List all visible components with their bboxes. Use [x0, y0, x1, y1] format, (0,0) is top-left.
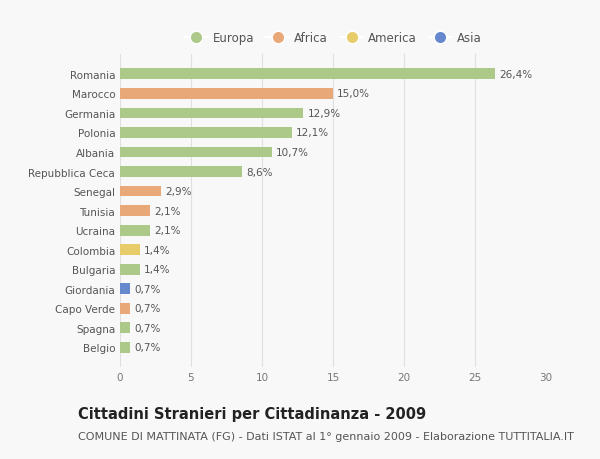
- Bar: [120, 264, 140, 275]
- Bar: [120, 69, 495, 80]
- Bar: [120, 186, 161, 197]
- Bar: [120, 323, 130, 334]
- Text: 0,7%: 0,7%: [134, 284, 161, 294]
- Bar: [120, 167, 242, 178]
- Text: 0,7%: 0,7%: [134, 343, 161, 353]
- Text: 1,4%: 1,4%: [144, 265, 170, 274]
- Bar: [120, 225, 150, 236]
- Text: COMUNE DI MATTINATA (FG) - Dati ISTAT al 1° gennaio 2009 - Elaborazione TUTTITAL: COMUNE DI MATTINATA (FG) - Dati ISTAT al…: [78, 431, 574, 442]
- Text: Cittadini Stranieri per Cittadinanza - 2009: Cittadini Stranieri per Cittadinanza - 2…: [78, 406, 426, 421]
- Bar: [120, 342, 130, 353]
- Text: 12,1%: 12,1%: [296, 128, 329, 138]
- Bar: [120, 108, 303, 119]
- Bar: [120, 303, 130, 314]
- Bar: [120, 128, 292, 139]
- Text: 1,4%: 1,4%: [144, 245, 170, 255]
- Text: 15,0%: 15,0%: [337, 89, 370, 99]
- Bar: [120, 206, 150, 217]
- Bar: [120, 89, 333, 100]
- Text: 2,1%: 2,1%: [154, 206, 181, 216]
- Text: 2,1%: 2,1%: [154, 226, 181, 235]
- Text: 8,6%: 8,6%: [247, 167, 273, 177]
- Bar: [120, 147, 272, 158]
- Text: 0,7%: 0,7%: [134, 323, 161, 333]
- Bar: [120, 284, 130, 295]
- Text: 26,4%: 26,4%: [499, 70, 532, 79]
- Bar: [120, 245, 140, 256]
- Text: 2,9%: 2,9%: [166, 187, 192, 196]
- Text: 12,9%: 12,9%: [307, 109, 341, 118]
- Text: 10,7%: 10,7%: [276, 148, 309, 157]
- Legend: Europa, Africa, America, Asia: Europa, Africa, America, Asia: [182, 30, 484, 47]
- Text: 0,7%: 0,7%: [134, 304, 161, 313]
